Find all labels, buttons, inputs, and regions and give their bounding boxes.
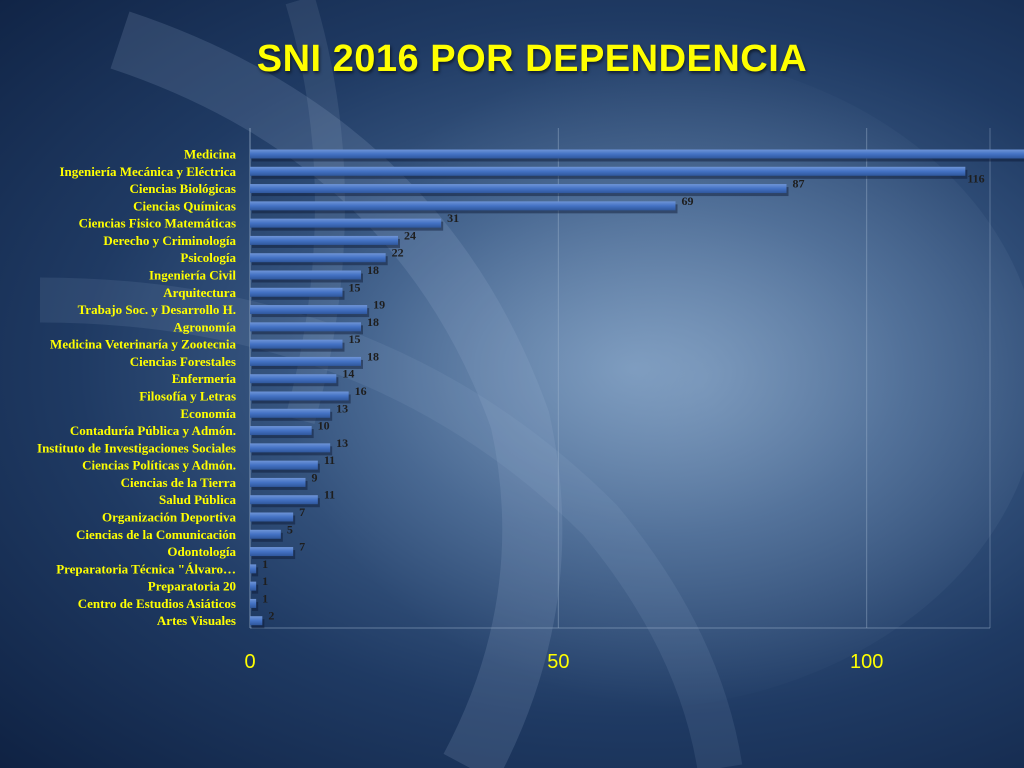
bar — [250, 270, 361, 280]
bar — [250, 149, 1024, 159]
category-label: Centro de Estudios Asiáticos — [78, 596, 236, 611]
category-label: Economía — [180, 406, 236, 421]
x-tick-label: 50 — [547, 651, 569, 673]
bar — [250, 253, 386, 263]
category-label: Ciencias Forestales — [130, 354, 236, 369]
x-tick-label: 100 — [850, 651, 883, 673]
value-label: 7 — [299, 505, 305, 519]
category-label: Medicina — [184, 147, 236, 162]
category-label: Ciencias de la Tierra — [121, 475, 237, 490]
value-label: 31 — [447, 211, 459, 225]
value-label: 116 — [967, 171, 984, 185]
category-label: Odontología — [167, 544, 236, 559]
value-label: 18 — [367, 349, 379, 363]
category-label: Preparatoria 20 — [148, 579, 236, 594]
value-label: 15 — [349, 280, 361, 294]
value-label: 14 — [342, 367, 354, 381]
category-label: Filosofía y Letras — [139, 389, 236, 404]
value-label: 18 — [367, 263, 379, 277]
value-label: 24 — [404, 228, 416, 242]
bar — [250, 218, 442, 228]
category-label: Contaduría Pública y Admón. — [70, 423, 236, 438]
value-label: 13 — [336, 401, 348, 415]
value-label: 5 — [287, 522, 293, 536]
value-label: 2 — [268, 609, 274, 623]
category-label: Trabajo Soc. y Desarrollo H. — [78, 302, 236, 317]
bar — [250, 184, 787, 194]
value-label: 1 — [262, 557, 268, 571]
category-label: Artes Visuales — [157, 613, 236, 628]
value-label: 16 — [355, 384, 367, 398]
slide-title: SNI 2016 POR DEPENDENCIA — [256, 38, 808, 80]
bar — [250, 408, 331, 418]
bar — [250, 235, 398, 245]
value-label: 87 — [793, 177, 805, 191]
category-label: Salud Pública — [159, 492, 236, 507]
category-label: Ciencias Políticas y Admón. — [82, 458, 236, 473]
bar — [250, 598, 257, 608]
value-label: 19 — [373, 298, 385, 312]
bar — [250, 512, 294, 522]
value-label: 7 — [299, 540, 305, 554]
value-label: 22 — [392, 246, 404, 260]
category-label: Ingeniería Mecánica y Eléctrica — [59, 164, 236, 179]
category-label: Enfermería — [172, 371, 237, 386]
value-label: 18 — [367, 315, 379, 329]
category-label: Ingeniería Civil — [149, 268, 236, 283]
value-label: 13 — [336, 436, 348, 450]
bar — [250, 322, 361, 332]
bar — [250, 616, 263, 626]
bar — [250, 477, 306, 487]
category-label: Ciencias Fisico Matemáticas — [79, 216, 236, 231]
bar — [250, 426, 312, 436]
category-label: Medicina Veterinaría y Zootecnia — [50, 337, 236, 352]
category-label: Ciencias Químicas — [133, 198, 236, 213]
bar — [250, 201, 676, 211]
bar — [250, 547, 294, 557]
category-label: Psicología — [180, 250, 236, 265]
bar — [250, 581, 257, 591]
value-label: 10 — [318, 419, 330, 433]
x-tick-label: 0 — [244, 651, 255, 673]
value-label: 1 — [262, 574, 268, 588]
category-label: Agronomía — [173, 319, 236, 334]
category-label: Arquitectura — [163, 285, 236, 300]
value-label: 1 — [262, 591, 268, 605]
bar — [250, 529, 281, 539]
bar — [250, 166, 966, 176]
bar — [250, 443, 331, 453]
category-label: Ciencias de la Comunicación — [76, 527, 237, 542]
bar — [250, 391, 349, 401]
value-label: 69 — [682, 194, 694, 208]
bar — [250, 305, 368, 315]
category-label: Instituto de Investigaciones Sociales — [37, 440, 236, 455]
bar — [250, 495, 318, 505]
value-label: 11 — [324, 488, 335, 502]
bar — [250, 374, 337, 384]
category-label: Derecho y Criminología — [103, 233, 236, 248]
value-label: 9 — [312, 470, 318, 484]
value-label: 11 — [324, 453, 335, 467]
category-label: Ciencias Biológicas — [129, 181, 236, 196]
bar — [250, 287, 343, 297]
category-label: Organización Deportiva — [102, 510, 236, 525]
bar — [250, 460, 318, 470]
category-label: Preparatoria Técnica "Álvaro… — [56, 561, 236, 576]
bar — [250, 356, 361, 366]
value-label: 15 — [349, 332, 361, 346]
bar — [250, 564, 257, 574]
bar — [250, 339, 343, 349]
